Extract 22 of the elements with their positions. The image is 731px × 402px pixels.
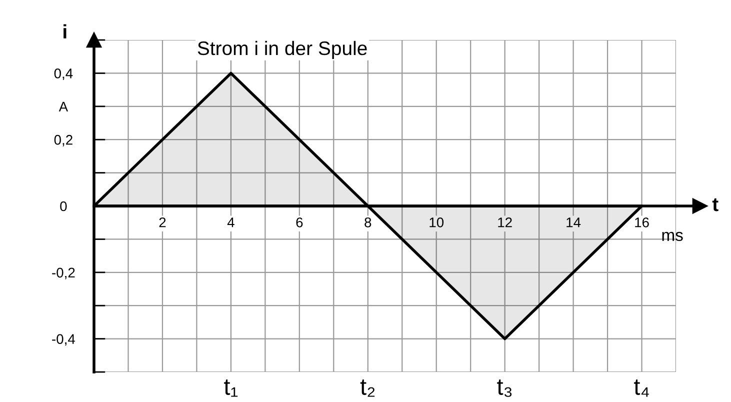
x-tick-label: 14	[566, 218, 581, 228]
y-tick-label: 0,2	[54, 134, 72, 146]
y-tick-label: 0	[60, 201, 67, 212]
x-tick-label: 4	[227, 218, 234, 228]
y-tick-label: -0,2	[52, 268, 75, 280]
x-tick-label: 6	[296, 217, 303, 228]
y-tick-label: A	[58, 102, 68, 112]
x-tick-label: 2	[159, 217, 166, 228]
text: t₄	[634, 380, 649, 397]
y-axis-title: i	[64, 24, 66, 38]
x-tick-label: 10	[430, 217, 444, 228]
y-tick-label: -0,4	[52, 334, 76, 346]
x-tick-label: 12	[498, 217, 512, 228]
chart-title: Strom i in der Spule	[198, 40, 367, 60]
x-axis-title: t	[712, 198, 718, 212]
x-tick-label: 8	[364, 217, 372, 228]
x-tick-label: 16	[635, 217, 649, 228]
y-tick-label: 0,4	[54, 68, 73, 80]
text: t₃	[497, 380, 512, 397]
annotation: ms	[662, 232, 683, 242]
text: t₁	[224, 380, 238, 397]
text: t₂	[360, 380, 375, 397]
